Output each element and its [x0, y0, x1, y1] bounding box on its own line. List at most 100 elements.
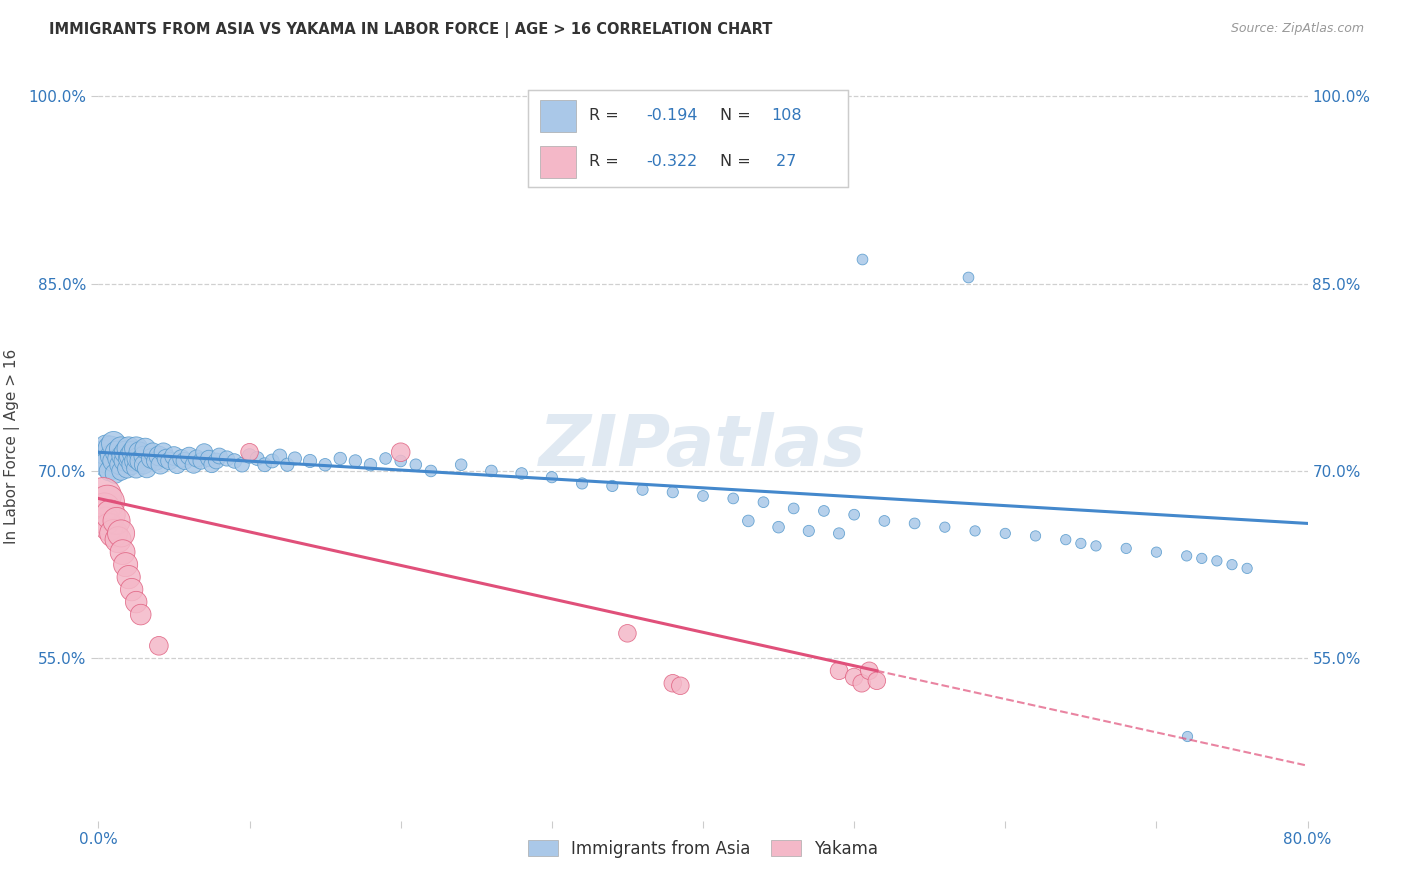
Point: [108, 458, 131, 472]
Point: [253, 458, 276, 472]
Point: [103, 526, 125, 541]
Point: [783, 501, 806, 516]
Point: [107, 533, 129, 547]
Point: [125, 461, 148, 475]
Point: [145, 454, 167, 468]
Point: [205, 454, 228, 468]
Point: [110, 442, 132, 456]
Point: [481, 464, 503, 478]
Point: [231, 458, 253, 472]
Text: IMMIGRANTS FROM ASIA VS YAKAMA IN LABOR FORCE | AGE > 16 CORRELATION CHART: IMMIGRANTS FROM ASIA VS YAKAMA IN LABOR …: [49, 22, 772, 38]
Point: [163, 449, 186, 463]
Point: [239, 445, 262, 459]
Point: [166, 458, 188, 472]
Point: [571, 476, 593, 491]
Point: [284, 451, 307, 466]
Point: [94, 439, 117, 453]
Point: [1144, 545, 1167, 559]
Point: [101, 449, 124, 463]
Point: [118, 442, 141, 456]
Point: [797, 524, 820, 538]
Point: [239, 449, 262, 463]
Point: [170, 451, 193, 466]
Point: [118, 451, 141, 466]
Point: [844, 508, 866, 522]
Point: [120, 449, 142, 463]
Point: [276, 458, 298, 472]
Point: [1175, 549, 1198, 563]
Point: [193, 445, 215, 459]
Text: ZIPatlas: ZIPatlas: [540, 411, 866, 481]
Point: [631, 483, 654, 497]
Point: [661, 485, 683, 500]
Point: [904, 516, 927, 531]
Point: [956, 270, 979, 285]
Point: [616, 626, 638, 640]
Point: [104, 467, 127, 481]
Point: [405, 458, 427, 472]
Point: [752, 495, 775, 509]
Point: [669, 679, 692, 693]
Point: [329, 451, 352, 466]
Point: [148, 639, 170, 653]
Point: [115, 461, 138, 475]
Point: [851, 676, 873, 690]
Point: [420, 464, 443, 478]
Point: [269, 449, 291, 463]
Point: [190, 454, 212, 468]
Point: [813, 504, 835, 518]
Point: [103, 454, 125, 468]
Point: [132, 449, 155, 463]
Point: [183, 458, 205, 472]
Point: [114, 558, 136, 572]
Point: [129, 607, 152, 622]
Point: [262, 454, 284, 468]
Point: [132, 458, 155, 472]
Point: [105, 514, 128, 528]
Point: [94, 514, 117, 528]
Point: [100, 508, 122, 522]
Point: [128, 445, 150, 459]
Point: [111, 545, 134, 559]
Point: [186, 451, 208, 466]
Y-axis label: In Labor Force | Age > 16: In Labor Force | Age > 16: [4, 349, 20, 543]
Point: [934, 520, 956, 534]
Point: [125, 442, 148, 456]
Point: [224, 454, 246, 468]
Point: [828, 664, 851, 678]
Point: [122, 445, 145, 459]
Point: [1220, 558, 1243, 572]
Point: [96, 495, 118, 509]
Point: [110, 526, 132, 541]
Point: [450, 458, 472, 472]
Point: [1070, 536, 1092, 550]
Point: [159, 454, 181, 468]
Point: [96, 458, 118, 472]
Point: [135, 461, 157, 475]
Point: [602, 479, 624, 493]
Point: [148, 449, 170, 463]
Point: [91, 489, 114, 503]
Point: [208, 449, 231, 463]
Point: [1024, 529, 1046, 543]
Point: [173, 454, 195, 468]
Point: [344, 454, 367, 468]
Point: [866, 673, 889, 688]
Point: [197, 451, 219, 466]
Point: [105, 445, 128, 459]
Point: [121, 582, 143, 597]
Point: [858, 664, 880, 678]
Point: [844, 670, 866, 684]
Point: [93, 445, 115, 459]
Point: [114, 445, 136, 459]
Point: [112, 454, 135, 468]
Point: [540, 470, 562, 484]
Text: Source: ZipAtlas.com: Source: ZipAtlas.com: [1230, 22, 1364, 36]
Point: [1175, 729, 1198, 743]
Point: [994, 526, 1017, 541]
Point: [692, 489, 714, 503]
Point: [118, 570, 141, 584]
Point: [389, 445, 412, 459]
Point: [215, 451, 238, 466]
Point: [98, 520, 121, 534]
